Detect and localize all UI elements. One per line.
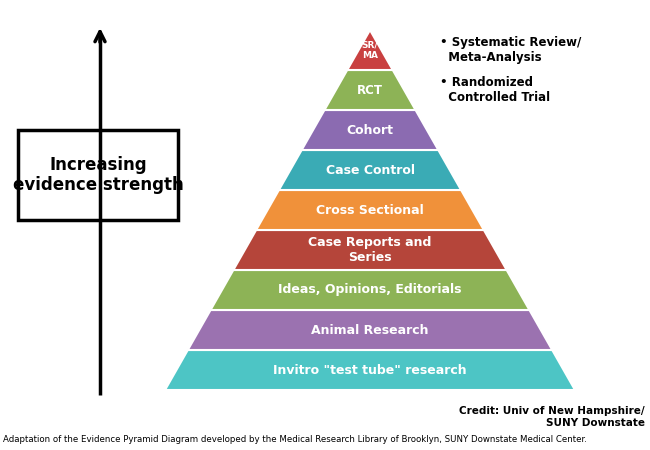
Polygon shape xyxy=(347,30,393,70)
Text: • Randomized
  Controlled Trial: • Randomized Controlled Trial xyxy=(440,76,550,104)
Text: Adaptation of the Evidence Pyramid Diagram developed by the Medical Research Lib: Adaptation of the Evidence Pyramid Diagr… xyxy=(3,435,587,444)
Text: Cohort: Cohort xyxy=(346,123,393,136)
Text: Animal Research: Animal Research xyxy=(311,324,429,337)
Text: Case Control: Case Control xyxy=(326,163,415,176)
Polygon shape xyxy=(233,230,506,270)
Polygon shape xyxy=(188,310,552,350)
Text: Invitro "test tube" research: Invitro "test tube" research xyxy=(273,364,467,377)
Polygon shape xyxy=(165,350,575,390)
Polygon shape xyxy=(256,190,484,230)
Polygon shape xyxy=(211,270,530,310)
Polygon shape xyxy=(324,70,415,110)
Text: Case Reports and
Series: Case Reports and Series xyxy=(308,236,432,264)
Text: RCT: RCT xyxy=(357,84,383,96)
Text: • Systematic Review/
  Meta-Analysis: • Systematic Review/ Meta-Analysis xyxy=(440,36,581,64)
Text: Ideas, Opinions, Editorials: Ideas, Opinions, Editorials xyxy=(278,284,462,297)
Text: Increasing
evidence strength: Increasing evidence strength xyxy=(12,156,183,194)
Text: Cross Sectional: Cross Sectional xyxy=(316,203,424,216)
Polygon shape xyxy=(302,110,438,150)
Text: SR/
MA: SR/ MA xyxy=(361,40,378,60)
Polygon shape xyxy=(279,150,461,190)
Bar xyxy=(18,130,178,220)
Text: Credit: Univ of New Hampshire/
SUNY Downstate: Credit: Univ of New Hampshire/ SUNY Down… xyxy=(460,406,645,428)
